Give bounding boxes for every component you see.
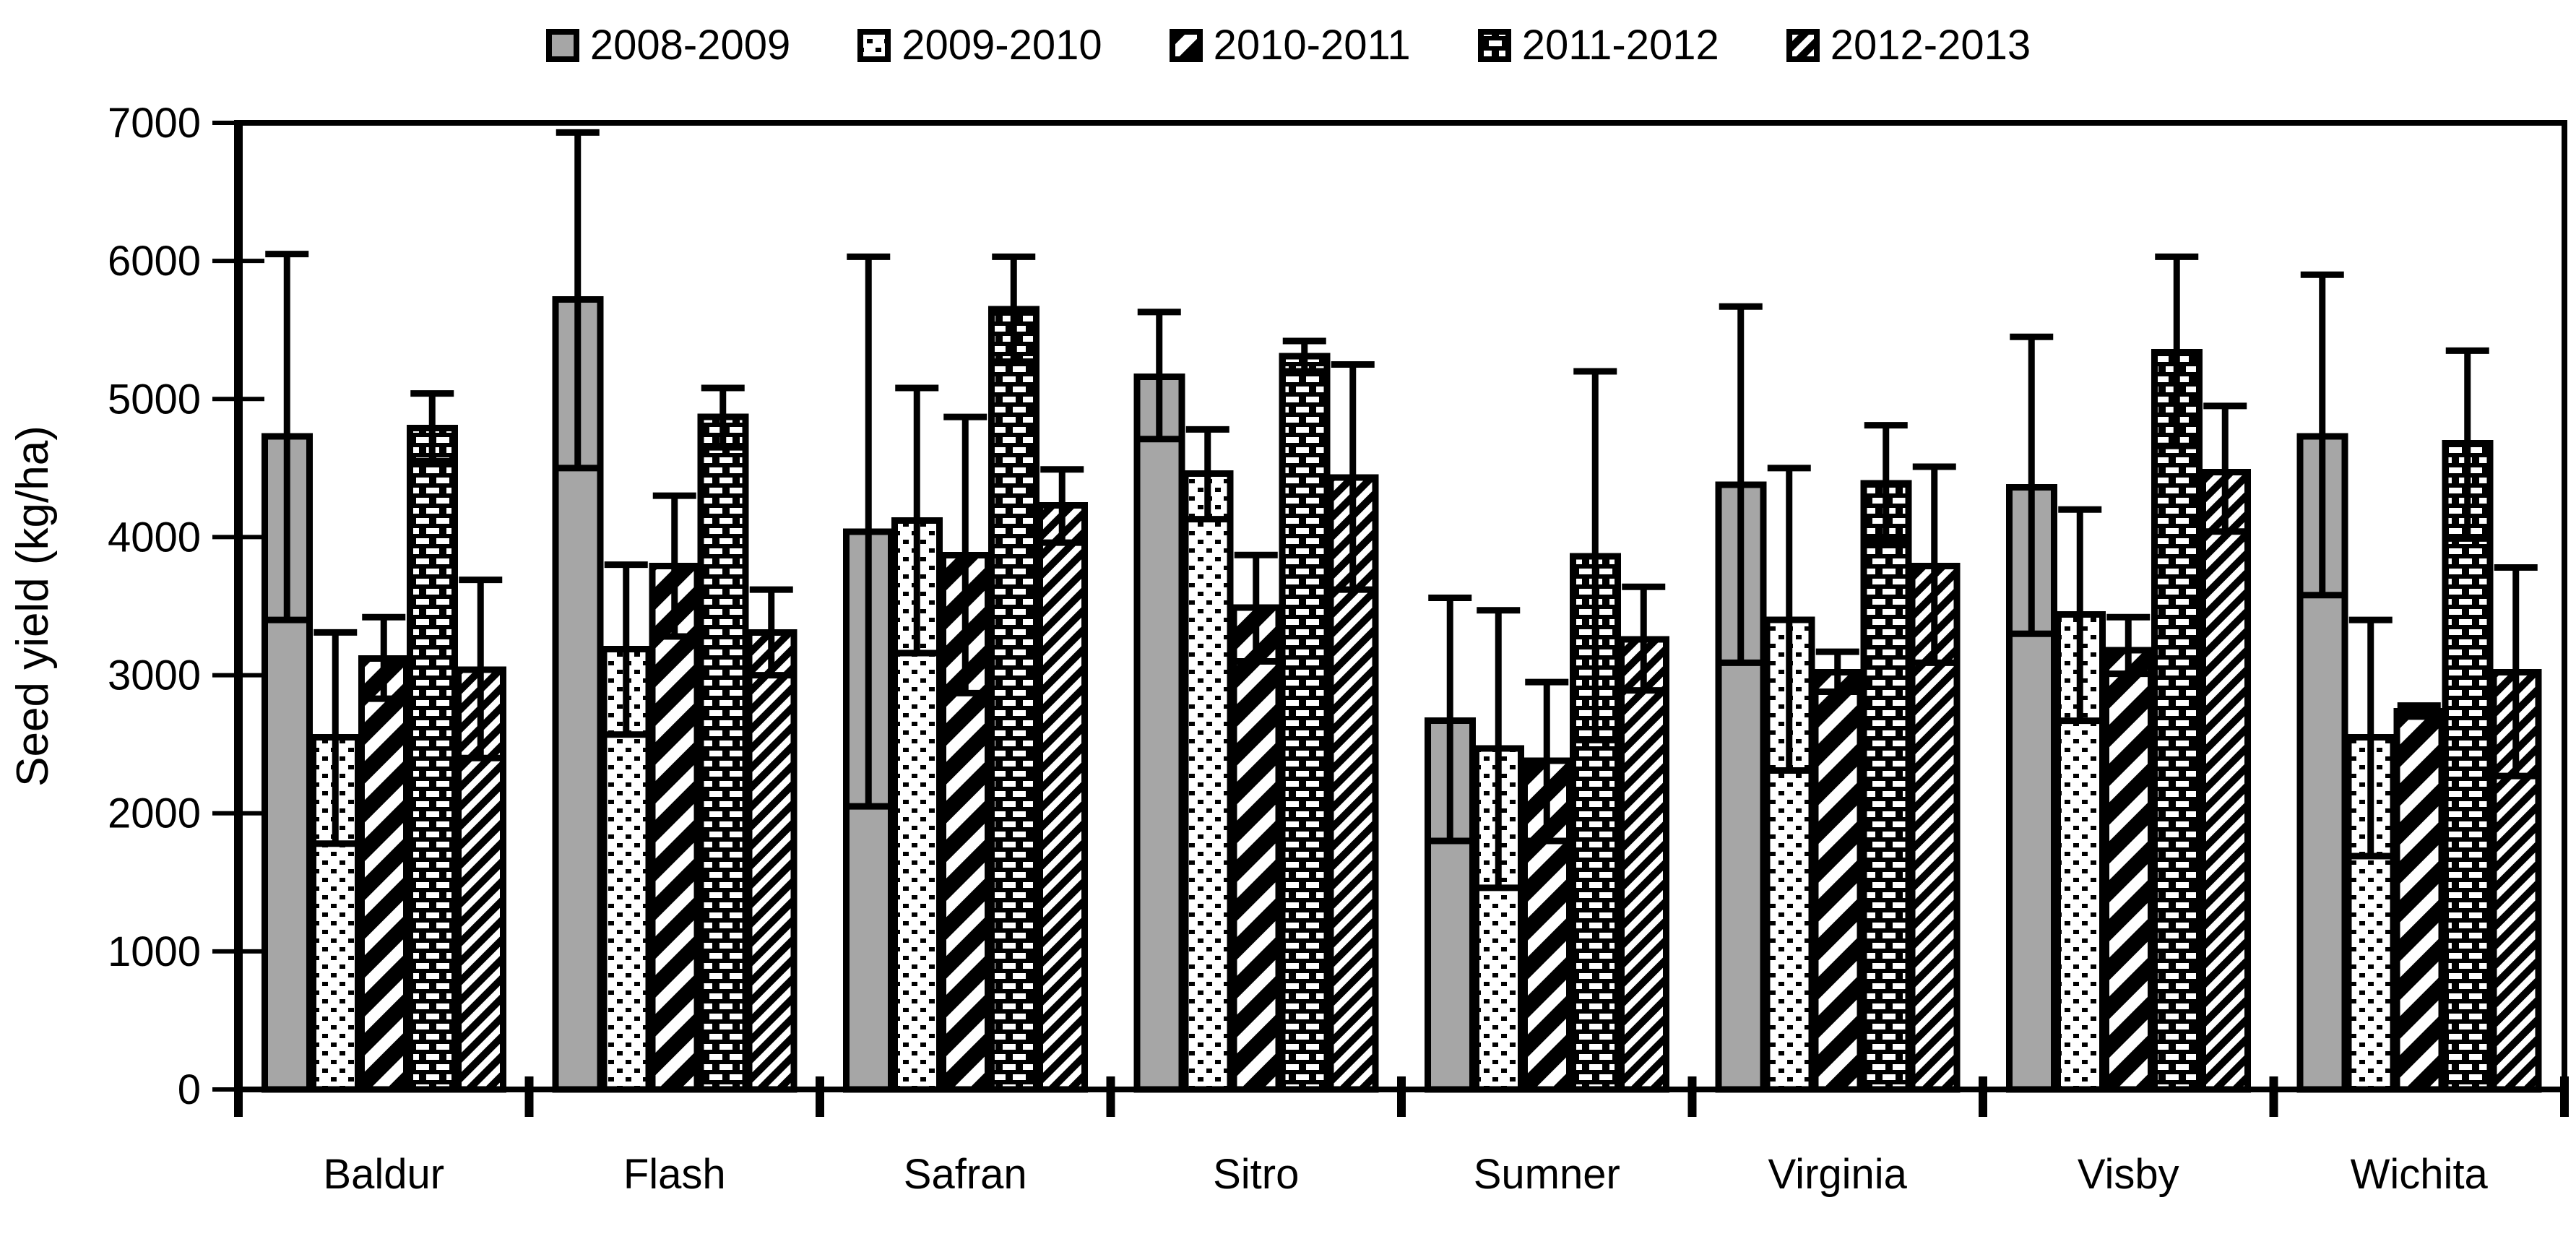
error-bar-flash-2012-2013 — [749, 586, 793, 679]
error-bar-wichita-2009-2010 — [2348, 616, 2393, 860]
error-bar-safran-2012-2013 — [1040, 466, 1084, 546]
bar-visby-2010-2011 — [2102, 647, 2154, 1093]
error-bar-virginia-2011-2012 — [1864, 422, 1908, 545]
bar-sitro-2012-2013 — [1327, 474, 1379, 1093]
category-label-virginia: Virginia — [1768, 1151, 1908, 1198]
error-bar-safran-2010-2011 — [943, 413, 987, 696]
error-bar-virginia-2009-2010 — [1767, 465, 1811, 774]
category-label-sumner: Sumner — [1474, 1151, 1620, 1198]
bar-baldur-2010-2011 — [358, 655, 410, 1093]
error-bar-virginia-2012-2013 — [1912, 463, 1956, 666]
error-bar-wichita-2011-2012 — [2445, 347, 2489, 542]
y-tick-label: 2000 — [108, 790, 201, 837]
error-bar-visby-2008-2009 — [2010, 333, 2054, 637]
error-bar-wichita-2010-2011 — [2397, 702, 2441, 720]
error-bar-flash-2010-2011 — [652, 492, 696, 640]
error-bar-virginia-2008-2009 — [1719, 303, 1763, 666]
error-bar-sitro-2009-2010 — [1185, 426, 1229, 523]
bar-safran-2012-2013 — [1036, 501, 1088, 1093]
bar-sitro-2010-2011 — [1230, 604, 1282, 1093]
error-bar-sumner-2009-2010 — [1477, 607, 1521, 892]
bar-flash-2011-2012 — [697, 413, 749, 1093]
bar-sitro-2008-2009 — [1133, 374, 1185, 1093]
y-tick-label: 6000 — [108, 238, 201, 285]
error-bar-baldur-2010-2011 — [362, 613, 406, 702]
error-bar-sumner-2008-2009 — [1428, 595, 1472, 845]
bar-visby-2012-2013 — [2199, 469, 2251, 1093]
error-bar-baldur-2008-2009 — [265, 251, 309, 623]
y-tick-label: 3000 — [108, 652, 201, 699]
bar-flash-2012-2013 — [745, 629, 798, 1093]
error-bar-sumner-2012-2013 — [1622, 583, 1666, 694]
error-bar-sitro-2008-2009 — [1137, 308, 1181, 443]
bar-wichita-2012-2013 — [2490, 669, 2542, 1093]
bar-virginia-2010-2011 — [1812, 669, 1864, 1093]
bar-sitro-2009-2010 — [1182, 470, 1234, 1093]
bar-visby-2011-2012 — [2151, 348, 2203, 1093]
error-bar-sumner-2011-2012 — [1573, 368, 1617, 743]
error-bar-virginia-2010-2011 — [1815, 648, 1859, 696]
category-label-safran: Safran — [904, 1151, 1027, 1198]
error-bar-flash-2009-2010 — [604, 561, 648, 738]
error-bar-flash-2008-2009 — [556, 129, 600, 472]
error-bar-safran-2009-2010 — [895, 384, 939, 657]
bar-baldur-2011-2012 — [406, 424, 458, 1093]
y-tick-label: 0 — [178, 1066, 201, 1113]
error-bar-sitro-2012-2013 — [1331, 361, 1375, 593]
error-bar-visby-2011-2012 — [2155, 253, 2199, 449]
y-tick-label: 5000 — [108, 376, 201, 423]
error-bar-baldur-2011-2012 — [410, 390, 454, 465]
error-bar-wichita-2008-2009 — [2300, 271, 2344, 599]
plot-area: 0 1000 2000 3000 4000 5000 6000 7000 Baldur Flash… — [8, 100, 2569, 1198]
y-tick-label: 4000 — [108, 514, 201, 561]
bar-virginia-2011-2012 — [1860, 480, 1912, 1093]
category-label-wichita: Wichita — [2351, 1151, 2489, 1198]
bar-wichita-2010-2011 — [2393, 707, 2445, 1093]
error-bar-safran-2011-2012 — [992, 253, 1036, 366]
error-bar-sumner-2010-2011 — [1525, 678, 1569, 845]
category-label-visby: Visby — [2078, 1151, 2179, 1198]
error-bar-safran-2008-2009 — [847, 253, 891, 810]
error-bar-baldur-2009-2010 — [314, 629, 358, 847]
y-axis-title: Seed yield (kg/ha) — [8, 426, 58, 787]
category-label-baldur: Baldur — [323, 1151, 444, 1198]
error-bar-flash-2011-2012 — [701, 384, 745, 451]
y-tick-label: 1000 — [108, 928, 201, 975]
bar-safran-2011-2012 — [987, 306, 1040, 1093]
error-bar-visby-2012-2013 — [2203, 402, 2247, 535]
error-bar-visby-2010-2011 — [2106, 613, 2151, 678]
bar-sumner-2012-2013 — [1617, 636, 1669, 1093]
bar-sitro-2011-2012 — [1279, 353, 1331, 1093]
error-bar-sitro-2010-2011 — [1234, 551, 1278, 665]
y-tick-label: 7000 — [108, 100, 201, 147]
error-bar-wichita-2012-2013 — [2494, 564, 2538, 780]
category-label-sitro: Sitro — [1213, 1151, 1299, 1198]
error-bar-baldur-2012-2013 — [459, 577, 503, 761]
error-bar-sitro-2011-2012 — [1282, 337, 1326, 375]
bar-flash-2010-2011 — [649, 563, 701, 1093]
category-label-flash: Flash — [623, 1151, 726, 1198]
error-bar-visby-2009-2010 — [2058, 506, 2102, 725]
bar-wichita-2011-2012 — [2442, 439, 2494, 1093]
